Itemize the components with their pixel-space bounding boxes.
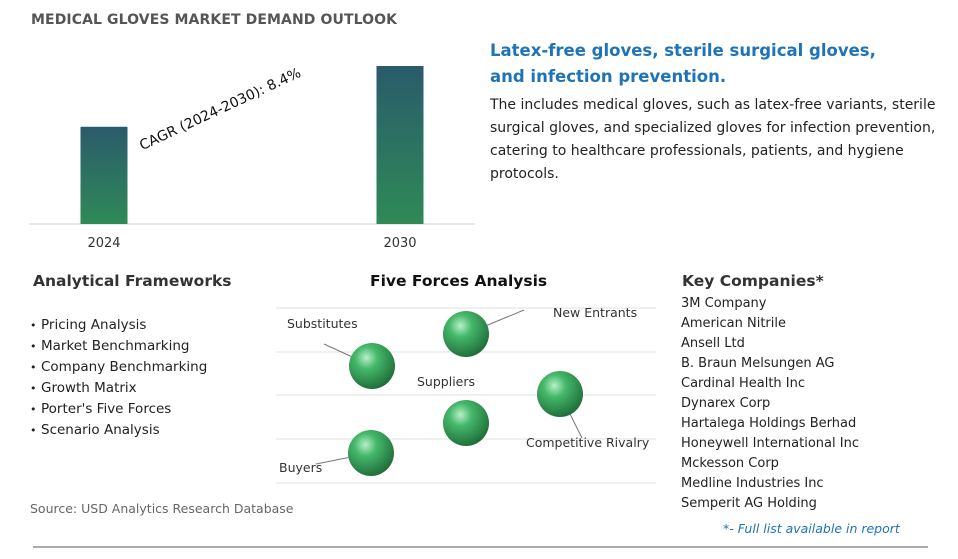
five-forces-diagram: Substitutes New Entrants Suppliers Compe… (276, 300, 656, 490)
full-list-note: *- Full list available in report (723, 521, 900, 536)
list-item: B. Braun Melsungen AG (681, 356, 835, 371)
list-item: Ansell Ltd (681, 336, 745, 351)
x-tick-2024: 2024 (87, 236, 121, 251)
suppliers-label: Suppliers (417, 374, 476, 389)
bullet-icon: • (30, 340, 37, 353)
substitutes-label: Substitutes (287, 316, 358, 331)
competitive-rivalry-sphere (537, 371, 583, 417)
bullet-icon: • (30, 319, 37, 332)
x-tick-2030: 2030 (383, 236, 417, 251)
five-forces-title: Five Forces Analysis (370, 272, 548, 290)
bar-2024 (80, 126, 128, 224)
substitutes-sphere (349, 343, 395, 389)
list-item: • Growth Matrix (30, 378, 207, 399)
bar-2030 (376, 66, 424, 224)
bar-chart-canvas (29, 66, 475, 225)
page-title: MEDICAL GLOVES MARKET DEMAND OUTLOOK (31, 12, 398, 28)
description-body: The includes medical gloves, such as lat… (490, 97, 936, 182)
list-item: • Porter's Five Forces (30, 399, 207, 420)
frameworks-title: Analytical Frameworks (33, 272, 232, 290)
list-item: Honeywell International Inc (681, 436, 859, 451)
list-item: American Nitrile (681, 316, 786, 331)
source-note: Source: USD Analytics Research Database (30, 501, 294, 516)
list-item: Mckesson Corp (681, 456, 779, 471)
bullet-icon: • (30, 361, 37, 374)
list-item: • Market Benchmarking (30, 336, 207, 357)
list-item: • Pricing Analysis (30, 315, 207, 336)
bullet-icon: • (30, 424, 37, 437)
list-item: Dynarex Corp (681, 396, 771, 411)
bottom-divider (33, 546, 928, 548)
new-entrants-label: New Entrants (553, 305, 638, 320)
list-item: Semperit AG Holding (681, 496, 817, 511)
list-item: Cardinal Health Inc (681, 376, 806, 391)
competitive-rivalry-label: Competitive Rivalry (526, 435, 650, 450)
description-heading: Latex-free gloves, sterile surgical glov… (490, 41, 876, 86)
list-item: Hartalega Holdings Berhad (681, 416, 857, 431)
list-item: Medline Industries Inc (681, 476, 824, 491)
buyers-sphere (348, 430, 394, 476)
list-item: • Scenario Analysis (30, 420, 207, 441)
five-forces-canvas (276, 307, 656, 484)
companies-list: 3M Company American Nitrile Ansell Ltd B… (681, 294, 859, 514)
new-entrants-sphere (443, 311, 489, 357)
companies-title: Key Companies* (682, 272, 824, 290)
bullet-icon: • (30, 382, 37, 395)
list-item: 3M Company (681, 296, 767, 311)
demand-bar-chart: 2024 2030 CAGR (2024-2030): 8.4% (29, 40, 475, 260)
list-item: • Company Benchmarking (30, 357, 207, 378)
frameworks-list: • Pricing Analysis • Market Benchmarking •… (30, 315, 207, 441)
suppliers-sphere (443, 400, 489, 446)
buyers-label: Buyers (279, 460, 323, 475)
bullet-icon: • (30, 403, 37, 416)
